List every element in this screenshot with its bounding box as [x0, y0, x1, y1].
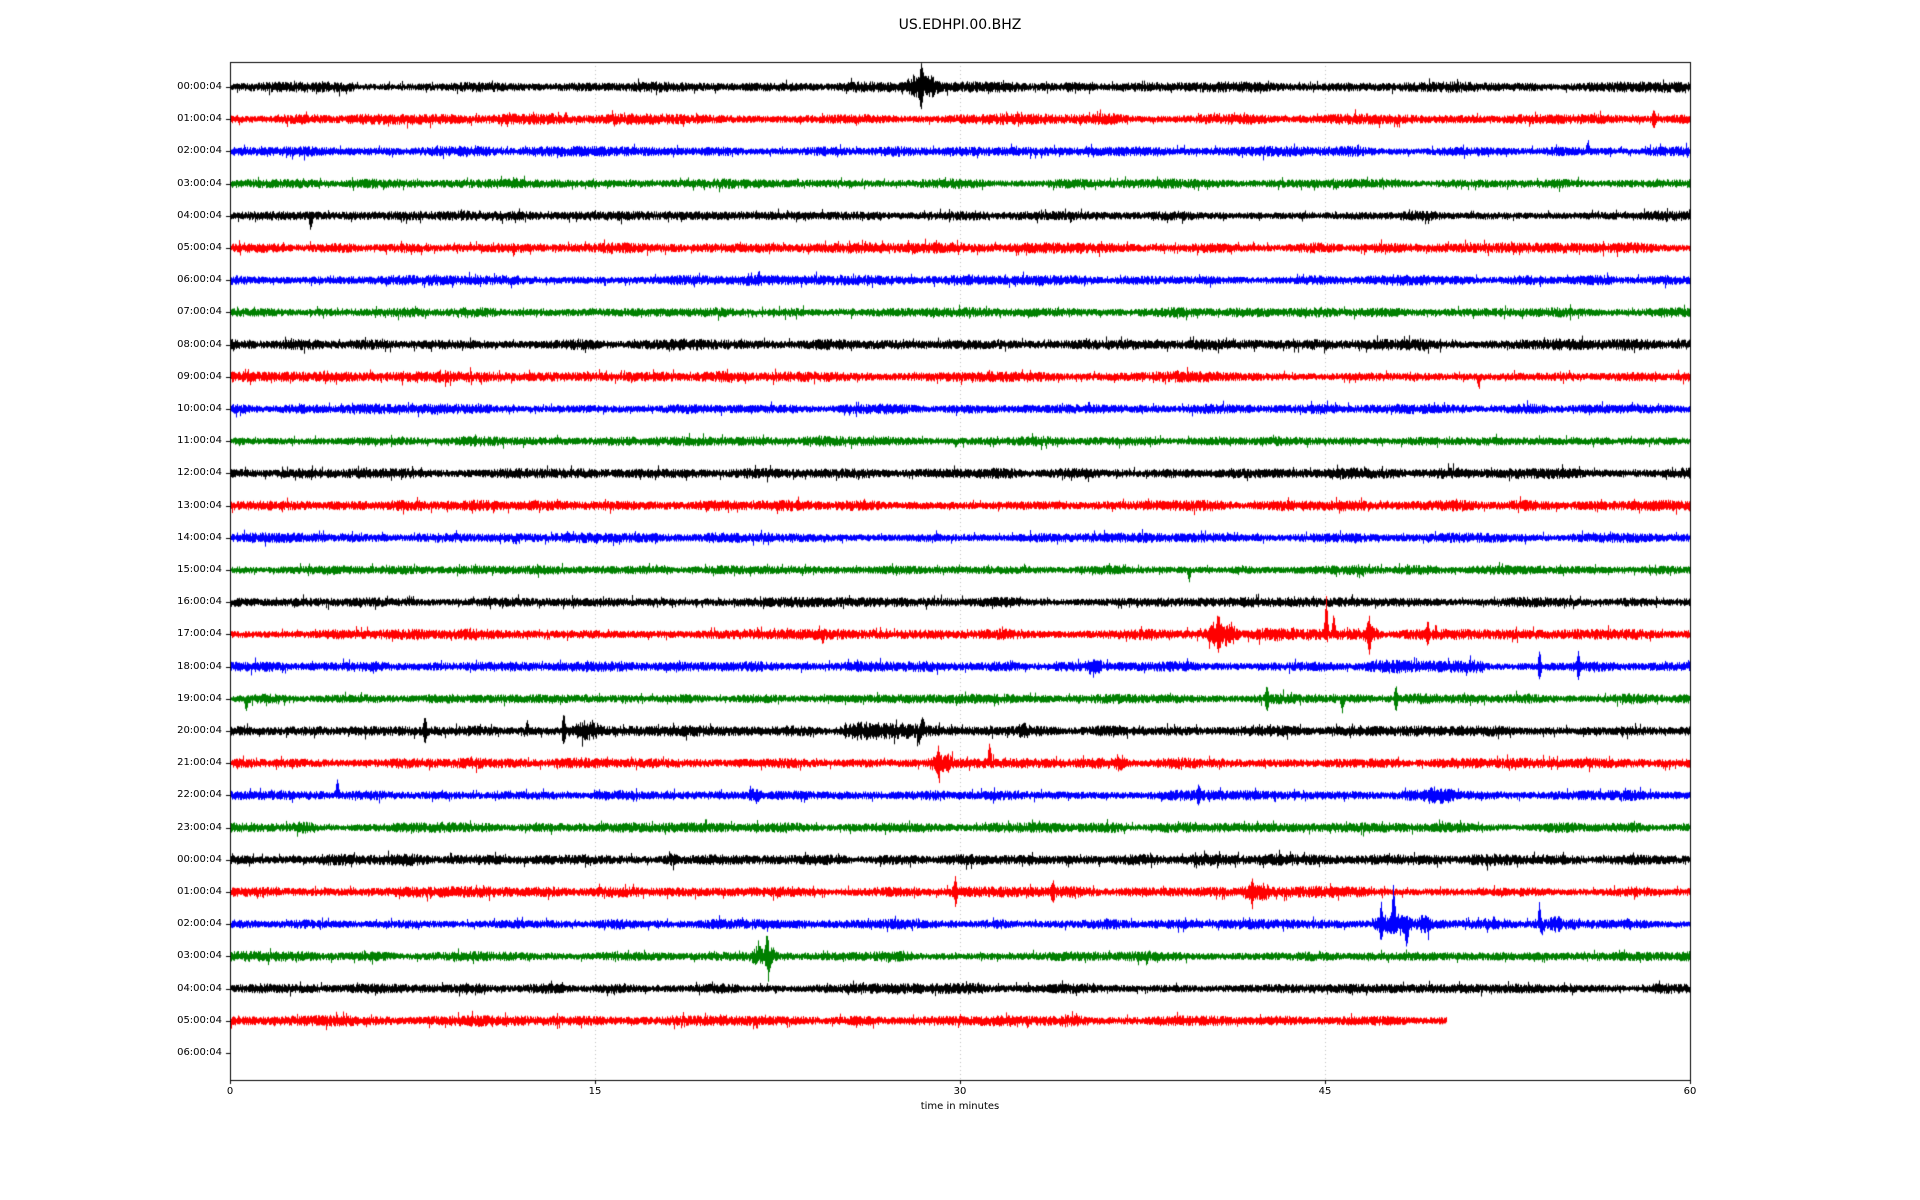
- x-tick-label: 45: [1318, 1086, 1332, 1097]
- y-tick-label: 00:00:04: [177, 81, 222, 92]
- y-tick-label: 03:00:04: [177, 177, 222, 189]
- y-tick-label: 11:00:04: [177, 435, 222, 447]
- y-tick-label: 06:00:04: [177, 274, 222, 286]
- x-tick-label: 60: [1683, 1086, 1697, 1097]
- y-tick-label: 02:00:04: [177, 145, 222, 157]
- y-tick-label: 04:00:04: [177, 982, 222, 994]
- y-tick-label: 15:00:04: [177, 564, 222, 575]
- y-tick-label: 14:00:04: [177, 531, 222, 543]
- y-tick-label: 06:00:04: [177, 1047, 222, 1058]
- y-tick-label: 09:00:04: [177, 370, 222, 382]
- x-tick-label: 30: [953, 1086, 967, 1097]
- y-tick-label: 01:00:04: [177, 886, 222, 897]
- y-tick-label: 17:00:04: [177, 628, 222, 640]
- y-tick-label: 19:00:04: [177, 692, 222, 704]
- y-tick-label: 07:00:04: [177, 306, 222, 318]
- y-tick-label: 21:00:04: [177, 757, 222, 769]
- x-tick-label: 15: [588, 1086, 602, 1097]
- y-tick-label: 12:00:04: [177, 467, 222, 479]
- plot-title: US.EDHPI.00.BHZ: [898, 17, 1022, 33]
- y-tick-label: 00:00:04: [177, 853, 222, 865]
- y-tick-label: 22:00:04: [177, 789, 222, 801]
- y-tick-label: 10:00:04: [177, 403, 222, 414]
- y-tick-label: 01:00:04: [177, 113, 222, 125]
- y-tick-label: 04:00:04: [177, 209, 222, 221]
- y-tick-label: 13:00:04: [177, 499, 222, 511]
- y-tick-label: 02:00:04: [177, 918, 222, 930]
- x-axis-title: time in minutes: [920, 1101, 1000, 1112]
- y-tick-label: 03:00:04: [177, 950, 222, 962]
- x-tick-label: 0: [226, 1086, 234, 1097]
- y-tick-label: 08:00:04: [177, 338, 222, 350]
- y-tick-label: 23:00:04: [177, 821, 222, 833]
- y-tick-label: 18:00:04: [177, 660, 222, 672]
- y-tick-label: 05:00:04: [177, 242, 222, 253]
- y-tick-label: 05:00:04: [177, 1014, 222, 1026]
- y-tick-label: 20:00:04: [177, 725, 222, 736]
- y-tick-label: 16:00:04: [177, 596, 222, 608]
